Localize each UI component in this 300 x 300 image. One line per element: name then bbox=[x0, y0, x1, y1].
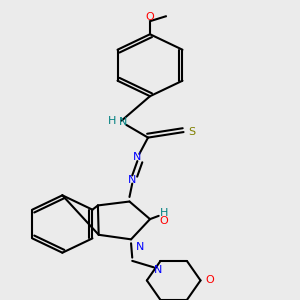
Text: N: N bbox=[119, 117, 128, 127]
Text: O: O bbox=[146, 12, 154, 22]
Text: N: N bbox=[154, 265, 162, 275]
Text: H: H bbox=[160, 208, 168, 218]
Text: O: O bbox=[205, 275, 214, 285]
Text: N: N bbox=[128, 175, 136, 185]
Text: N: N bbox=[136, 242, 144, 252]
Text: H: H bbox=[107, 116, 116, 126]
Text: S: S bbox=[188, 127, 195, 137]
Text: N: N bbox=[133, 152, 142, 161]
Text: O: O bbox=[160, 216, 169, 226]
